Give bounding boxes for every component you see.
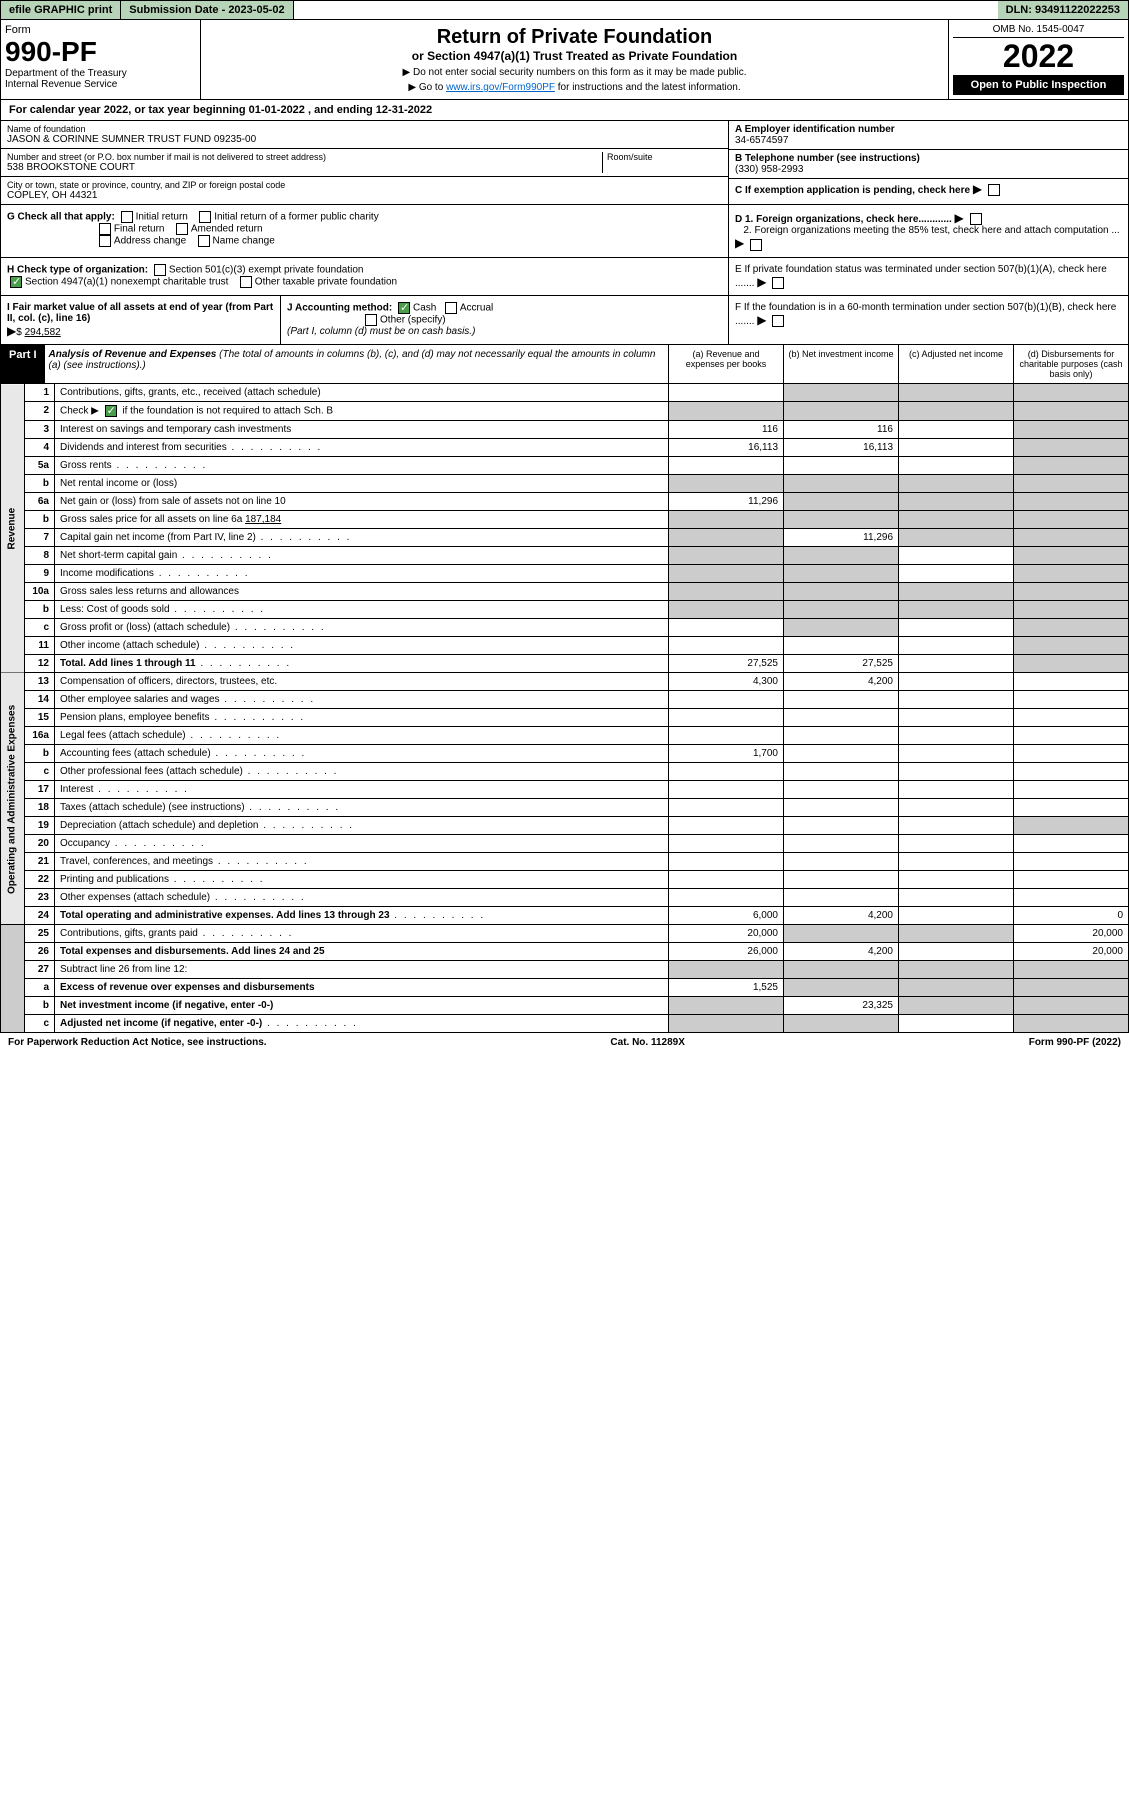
checkbox-d1[interactable] bbox=[970, 213, 982, 225]
irs-link[interactable]: www.irs.gov/Form990PF bbox=[446, 82, 555, 93]
checkbox-amended[interactable] bbox=[176, 223, 188, 235]
checkbox-f[interactable] bbox=[772, 315, 784, 327]
checkbox-501c3[interactable] bbox=[154, 264, 166, 276]
calendar-year-row: For calendar year 2022, or tax year begi… bbox=[0, 100, 1129, 121]
efile-label: efile GRAPHIC print bbox=[1, 1, 121, 19]
dln-label: DLN: 93491122022253 bbox=[998, 1, 1128, 19]
footer-row: For Paperwork Reduction Act Notice, see … bbox=[0, 1033, 1129, 1052]
note-ssn: ▶ Do not enter social security numbers o… bbox=[207, 67, 942, 78]
checkbox-initial-former[interactable] bbox=[199, 211, 211, 223]
form-number: 990-PF bbox=[5, 36, 196, 68]
form-subtitle: or Section 4947(a)(1) Trust Treated as P… bbox=[207, 49, 942, 63]
dept-treasury: Department of the Treasury bbox=[5, 68, 196, 79]
col-a-header: (a) Revenue and expenses per books bbox=[668, 345, 783, 383]
fmv-value: 294,582 bbox=[25, 327, 61, 338]
paperwork-notice: For Paperwork Reduction Act Notice, see … bbox=[8, 1037, 267, 1048]
header-right: OMB No. 1545-0047 2022 Open to Public In… bbox=[948, 20, 1128, 99]
checkbox-accrual[interactable] bbox=[445, 302, 457, 314]
col-d-header: (d) Disbursements for charitable purpose… bbox=[1013, 345, 1128, 383]
checkbox-final[interactable] bbox=[99, 223, 111, 235]
omb-number: OMB No. 1545-0047 bbox=[953, 24, 1124, 38]
checkbox-schb[interactable] bbox=[105, 405, 117, 417]
note-link: ▶ Go to www.irs.gov/Form990PF for instru… bbox=[207, 82, 942, 93]
part1-badge: Part I bbox=[1, 345, 45, 383]
section-g-row: G Check all that apply: Initial return I… bbox=[0, 205, 1129, 258]
checkbox-4947[interactable] bbox=[10, 276, 22, 288]
checkbox-other-taxable[interactable] bbox=[240, 276, 252, 288]
info-grid: Name of foundation JASON & CORINNE SUMNE… bbox=[0, 121, 1129, 205]
submission-date: Submission Date - 2023-05-02 bbox=[121, 1, 293, 19]
irs-label: Internal Revenue Service bbox=[5, 79, 196, 90]
form-word: Form bbox=[5, 24, 196, 36]
section-h-row: H Check type of organization: Section 50… bbox=[0, 258, 1129, 296]
form-footer: Form 990-PF (2022) bbox=[1029, 1037, 1121, 1048]
part1-header-row: Part I Analysis of Revenue and Expenses … bbox=[0, 345, 1129, 384]
open-inspection: Open to Public Inspection bbox=[953, 75, 1124, 95]
city-cell: City or town, state or province, country… bbox=[1, 177, 728, 204]
address-cell: Number and street (or P.O. box number if… bbox=[1, 149, 728, 177]
checkbox-name[interactable] bbox=[198, 235, 210, 247]
ein-cell: A Employer identification number 34-6574… bbox=[729, 121, 1128, 150]
checkbox-e[interactable] bbox=[772, 277, 784, 289]
checkbox-initial[interactable] bbox=[121, 211, 133, 223]
col-b-header: (b) Net investment income bbox=[783, 345, 898, 383]
col-c-header: (c) Adjusted net income bbox=[898, 345, 1013, 383]
checkbox-other-method[interactable] bbox=[365, 314, 377, 326]
header-left: Form 990-PF Department of the Treasury I… bbox=[1, 20, 201, 99]
phone-cell: B Telephone number (see instructions) (3… bbox=[729, 150, 1128, 179]
revenue-side-label: Revenue bbox=[1, 384, 25, 673]
checkbox-address[interactable] bbox=[99, 235, 111, 247]
top-bar: efile GRAPHIC print Submission Date - 20… bbox=[0, 0, 1129, 20]
section-ij-row: I Fair market value of all assets at end… bbox=[0, 296, 1129, 345]
header-row: Form 990-PF Department of the Treasury I… bbox=[0, 20, 1129, 100]
exemption-cell: C If exemption application is pending, c… bbox=[729, 179, 1128, 199]
foundation-name-cell: Name of foundation JASON & CORINNE SUMNE… bbox=[1, 121, 728, 149]
checkbox-d2[interactable] bbox=[750, 239, 762, 251]
header-center: Return of Private Foundation or Section … bbox=[201, 20, 948, 99]
form-title: Return of Private Foundation bbox=[207, 26, 942, 49]
expenses-side-label: Operating and Administrative Expenses bbox=[1, 673, 25, 925]
cat-number: Cat. No. 11289X bbox=[610, 1037, 684, 1048]
main-table: Revenue 1Contributions, gifts, grants, e… bbox=[0, 384, 1129, 1033]
tax-year: 2022 bbox=[953, 38, 1124, 75]
checkbox-cash[interactable] bbox=[398, 302, 410, 314]
checkbox-c[interactable] bbox=[988, 184, 1000, 196]
